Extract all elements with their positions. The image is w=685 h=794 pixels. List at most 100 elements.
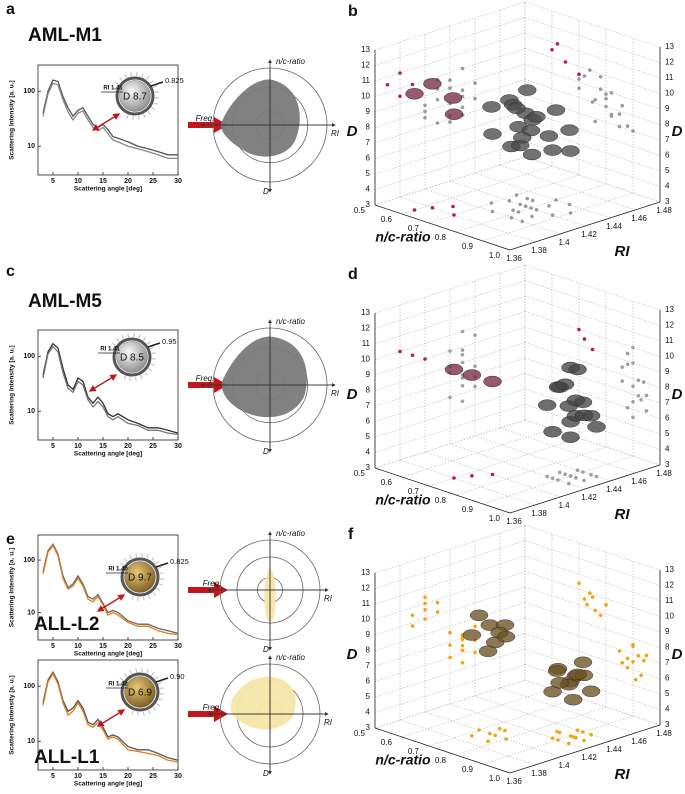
- grid-line: [374, 125, 526, 175]
- projection-dot: [617, 649, 622, 653]
- projection-dot: [460, 383, 465, 388]
- dial-tick: [120, 562, 124, 566]
- projection-dot: [547, 204, 551, 208]
- projection-dot: [604, 96, 608, 101]
- dial-tick: [154, 676, 159, 680]
- x-tick-label: 15: [99, 443, 107, 450]
- projection-dot: [577, 581, 581, 586]
- projection-dot: [589, 472, 593, 477]
- cell-point: [518, 84, 537, 96]
- cell-point: [564, 694, 583, 706]
- y-tick-label: 0.8: [435, 233, 447, 242]
- x-axis-label: Scattering angle [deg]: [74, 451, 142, 458]
- y-tick-label: 0.9: [462, 242, 474, 251]
- z-tick-label: 13: [361, 45, 370, 54]
- dial-tick: [138, 334, 141, 339]
- y-axis-label: Scattering Intensity [a. u.]: [9, 675, 16, 754]
- projection-dot: [460, 66, 465, 71]
- grid-line: [374, 617, 526, 667]
- z-tick-label: 8: [366, 386, 371, 395]
- projection-dot: [563, 472, 567, 477]
- y-tick-label: 0.7: [408, 224, 420, 233]
- z-tick-label: 7: [665, 658, 670, 667]
- projection-dot: [497, 726, 502, 731]
- x-tick-label: 1.38: [531, 769, 547, 778]
- projection-dot: [631, 642, 635, 647]
- projection-dot: [473, 384, 477, 389]
- projection-dot: [448, 630, 452, 635]
- grid-line: [374, 264, 526, 314]
- projection-dot: [448, 395, 452, 400]
- z-tick-label: 12: [361, 324, 370, 333]
- z-tick-label: 11: [362, 76, 371, 85]
- projection-dot: [398, 349, 402, 354]
- x-tick-label: 15: [99, 178, 107, 185]
- x-tick-label: 1.46: [631, 214, 647, 223]
- projection-dot: [435, 121, 440, 125]
- dial-tick: [142, 711, 145, 716]
- dial-tick: [112, 342, 116, 346]
- projection-dot: [582, 74, 587, 78]
- z-tick-label: 6: [665, 414, 670, 423]
- projection-dot: [410, 624, 415, 628]
- projection-dot: [489, 201, 494, 205]
- cell-point: [561, 361, 580, 374]
- projection-dot: [473, 96, 477, 101]
- y-axis-label: Scattering Intensity [a. u.]: [9, 80, 16, 159]
- grid-line: [424, 711, 561, 758]
- projection-dot: [636, 654, 641, 658]
- panel-letter: e: [6, 531, 15, 548]
- dial-d: D 8.5: [120, 353, 144, 364]
- intensity-curve: [42, 82, 178, 160]
- x-tick-label: 1.36: [506, 254, 522, 263]
- dial-tick: [124, 558, 128, 563]
- cell-point: [566, 394, 586, 406]
- grid-line: [455, 446, 607, 496]
- panel-letter: d: [348, 266, 358, 283]
- dial-ri: RI 1.40: [108, 567, 128, 573]
- panel-title: AML-M5: [28, 291, 102, 312]
- dial-ring: [120, 557, 160, 597]
- y-tick-label: 100: [23, 353, 35, 360]
- dial-ring: [115, 76, 155, 116]
- projection-dot: [410, 82, 415, 87]
- projection-dot: [412, 208, 417, 212]
- z-tick-label: 12: [665, 58, 674, 67]
- y-tick-label: 0.5: [354, 206, 366, 215]
- projection-dot: [448, 120, 452, 124]
- grid-line: [374, 404, 526, 453]
- grid-line: [374, 540, 526, 589]
- projection-dot: [588, 591, 592, 595]
- z-tick-label: 5: [366, 169, 371, 178]
- z-axis-label: D: [347, 646, 358, 663]
- dial-tick: [131, 595, 134, 600]
- projection-dot: [589, 732, 593, 737]
- intensity-curve: [42, 345, 179, 436]
- projection-dot: [571, 735, 575, 739]
- x-tick-label: 1.36: [506, 777, 522, 786]
- cell-point: [538, 399, 557, 411]
- projection-dot: [581, 470, 585, 474]
- dial-tick: [147, 110, 151, 115]
- grid-line: [449, 180, 586, 227]
- cell-point: [546, 104, 566, 116]
- grid-line: [374, 679, 526, 729]
- polar-label: D: [263, 645, 269, 654]
- cell-point: [405, 88, 424, 100]
- projection-dot: [625, 351, 630, 356]
- projection-dot: [473, 364, 477, 369]
- projection-dot: [550, 476, 555, 481]
- x-tick-label: 1.42: [581, 753, 597, 762]
- grid-line: [474, 172, 611, 219]
- x-tick-label: 25: [149, 443, 157, 450]
- grid-line: [482, 192, 634, 242]
- projection-dot: [550, 736, 555, 740]
- projection-dot: [568, 474, 573, 478]
- y-tick-label: 0.7: [408, 747, 420, 756]
- panel-title: ALL-L1: [34, 747, 100, 768]
- z-tick-label: 11: [362, 339, 371, 348]
- projection-dot: [609, 112, 614, 117]
- projection-dot: [470, 734, 474, 738]
- plot-frame: [37, 534, 179, 641]
- projection-dot: [590, 100, 595, 104]
